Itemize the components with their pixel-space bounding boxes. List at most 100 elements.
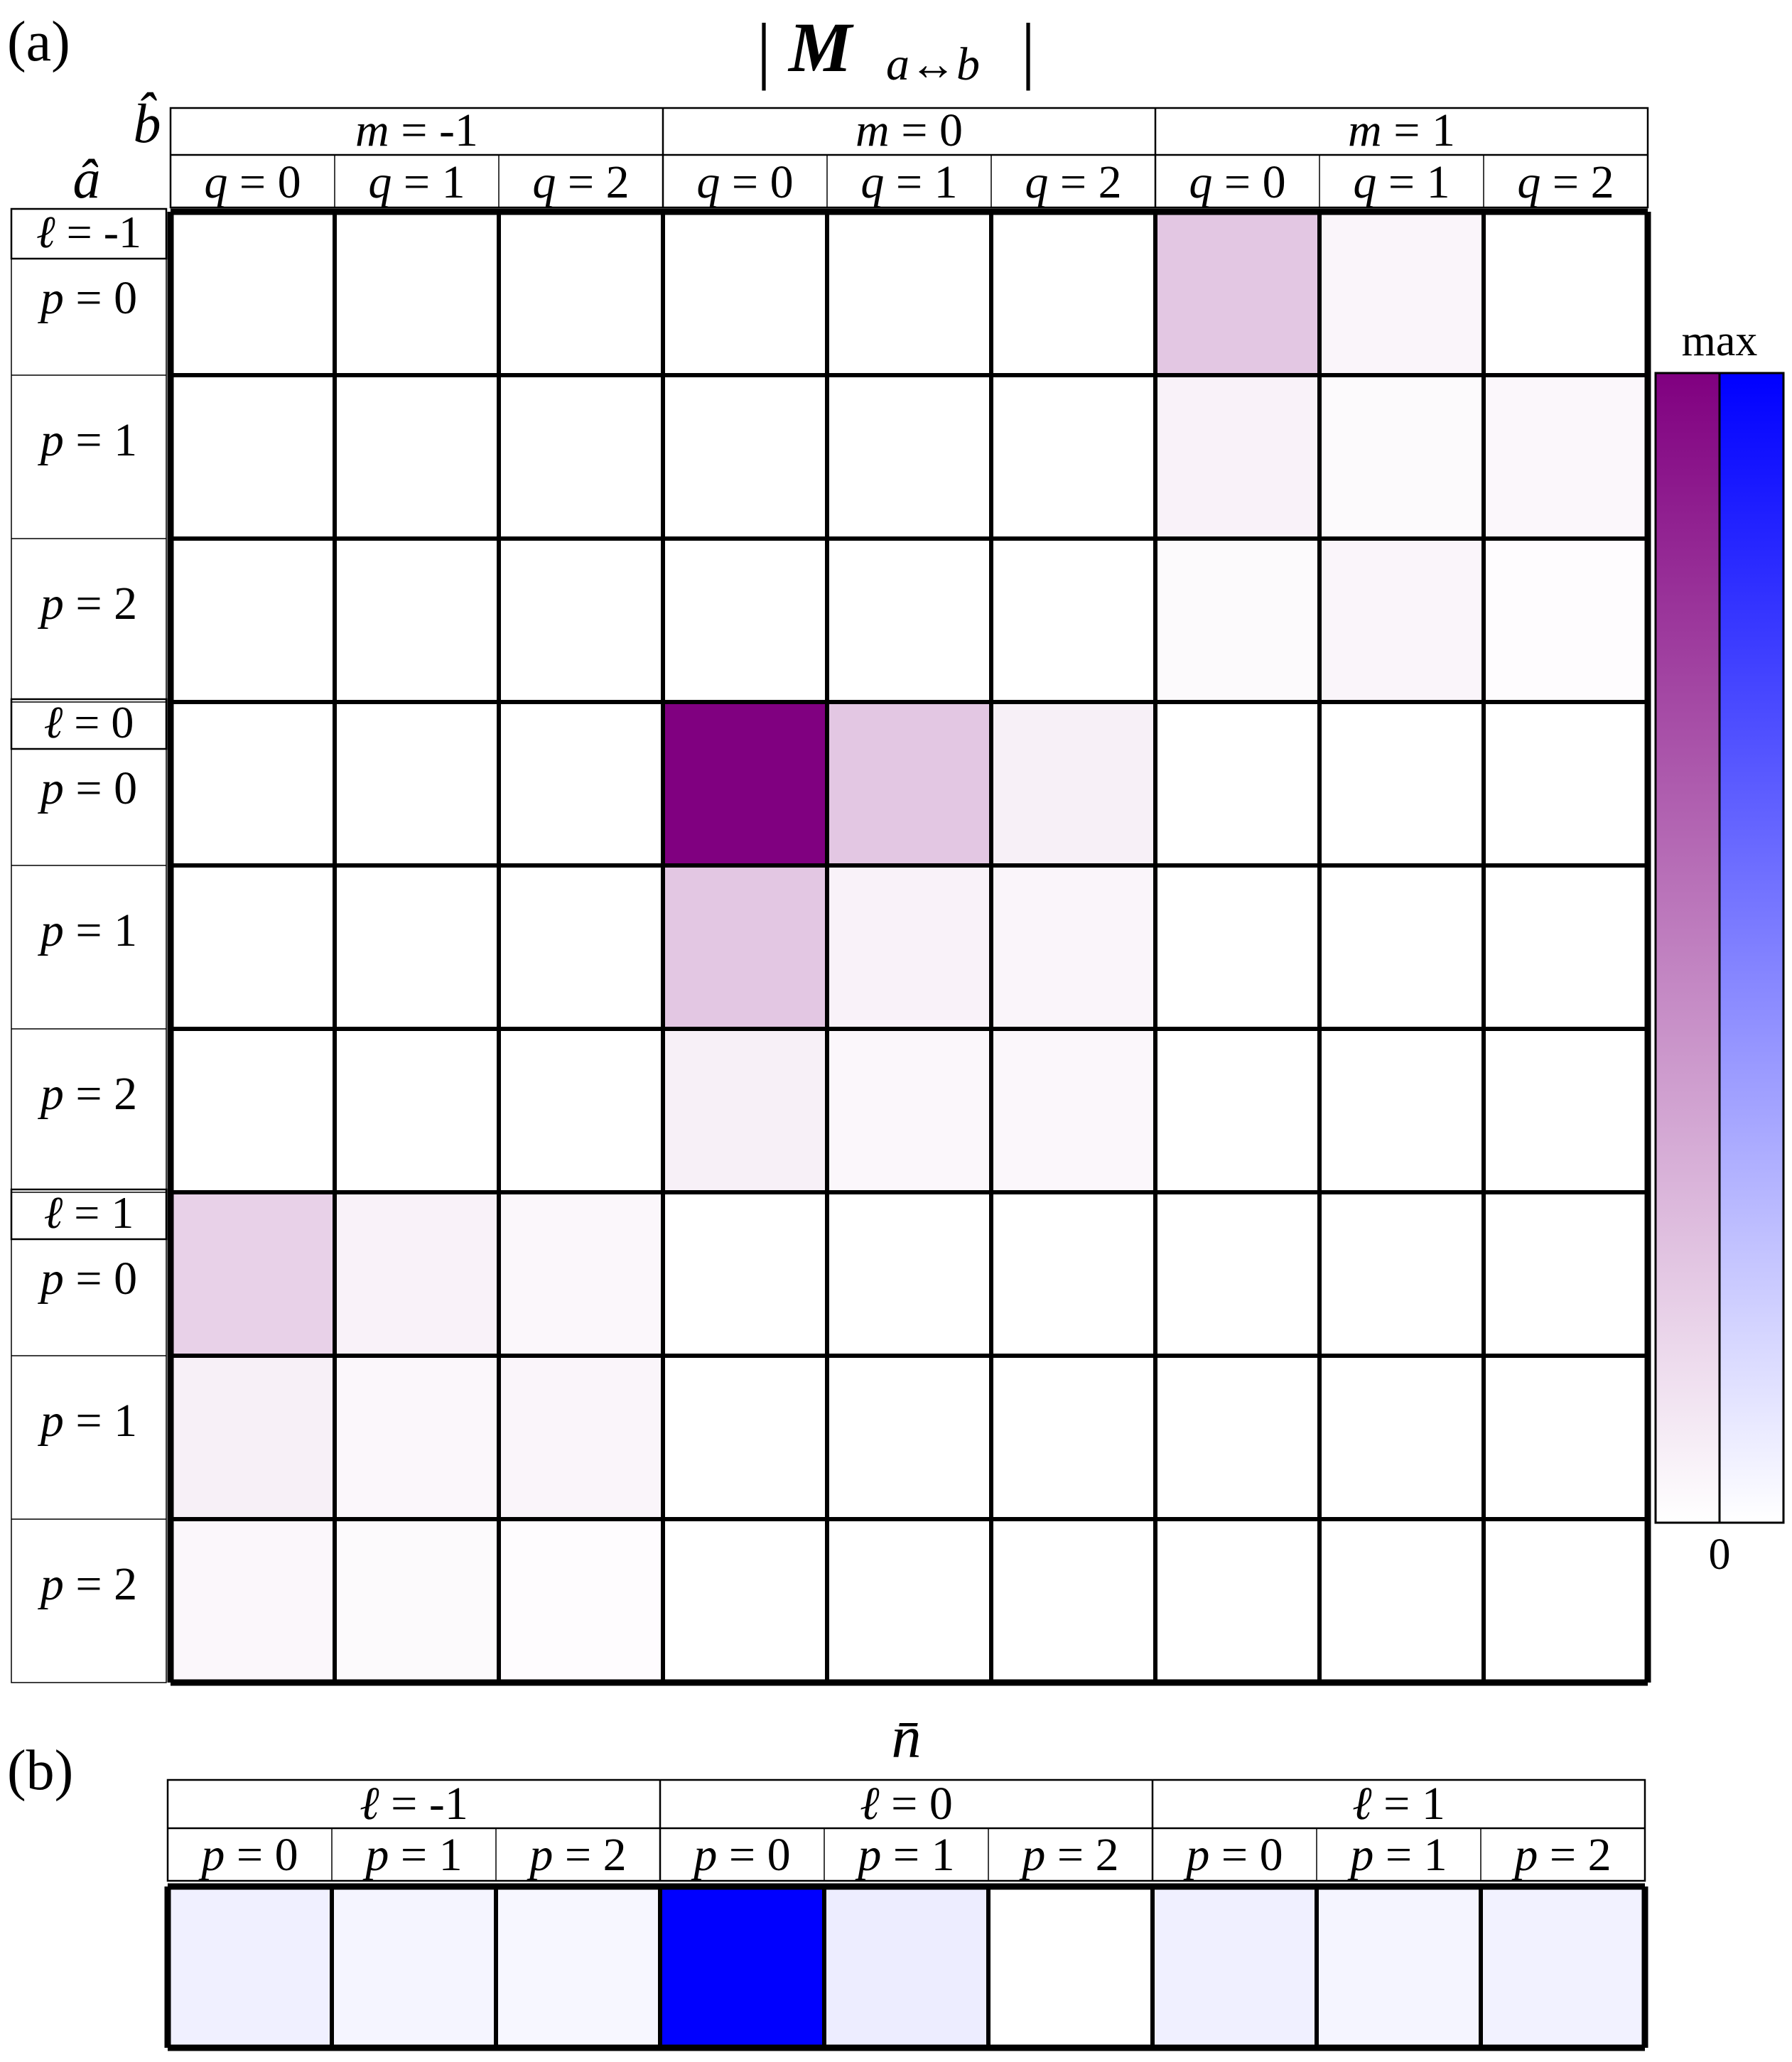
row-sub-label: p = 2 — [38, 1558, 137, 1610]
matrix-cell — [991, 1029, 1155, 1192]
matrix-cell — [827, 865, 991, 1029]
matrix-cell — [1155, 865, 1319, 1029]
panel-b-sub-label: p = 2 — [527, 1829, 626, 1881]
matrix-cell — [663, 1192, 827, 1356]
vector-cell — [1317, 1886, 1481, 2048]
matrix-cell — [827, 212, 991, 375]
matrix-cell — [991, 1192, 1155, 1356]
vector-cell — [824, 1886, 988, 2048]
matrix-cell — [1484, 865, 1648, 1029]
matrix-cell — [991, 539, 1155, 702]
matrix-cell — [335, 1192, 499, 1356]
matrix-cell — [499, 1029, 663, 1192]
matrix-cell — [335, 865, 499, 1029]
matrix-cell — [335, 539, 499, 702]
colorbar-min-label: 0 — [1709, 1531, 1731, 1579]
col-sub-label: q = 2 — [532, 156, 629, 208]
matrix-cell — [1319, 865, 1484, 1029]
row-sub-label: p = 1 — [38, 414, 137, 466]
matrix-cell — [663, 212, 827, 375]
matrix-cell — [1155, 539, 1319, 702]
matrix-cell — [991, 1519, 1155, 1683]
matrix-cell — [499, 375, 663, 539]
matrix-cell — [1319, 375, 1484, 539]
row-sub-label: p = 1 — [38, 905, 137, 956]
matrix-cell — [991, 1356, 1155, 1519]
title-bar-right: | — [1020, 8, 1035, 91]
row-sub-label: p = 1 — [38, 1395, 137, 1447]
matrix-cell — [663, 865, 827, 1029]
matrix-cell — [827, 1519, 991, 1683]
panel-b-group-label: ℓ = 0 — [860, 1778, 953, 1830]
grid-lines — [10, 107, 1785, 2051]
row-group-label: ℓ = 1 — [44, 1187, 134, 1238]
matrix-cell — [499, 1192, 663, 1356]
matrix-cell — [1155, 375, 1319, 539]
colorbar-max-label: max — [1682, 317, 1758, 365]
panel-b-group-label: ℓ = -1 — [360, 1778, 468, 1830]
matrix-cell — [663, 539, 827, 702]
matrix-cell — [1155, 212, 1319, 375]
panel-b-sub-label: p = 1 — [855, 1829, 954, 1881]
matrix-cell — [171, 1356, 335, 1519]
matrix-cell — [1484, 212, 1648, 375]
colorbar-gradient — [1656, 373, 1720, 1523]
matrix-cell — [171, 702, 335, 865]
cell-fills — [168, 212, 1783, 2048]
matrix-cell — [1155, 1029, 1319, 1192]
col-sub-label: q = 2 — [1025, 156, 1121, 208]
vector-cell — [168, 1886, 332, 2048]
row-sub-label: p = 0 — [38, 1253, 137, 1305]
matrix-cell — [827, 1192, 991, 1356]
row-sub-label: p = 0 — [38, 272, 137, 324]
matrix-cell — [991, 212, 1155, 375]
matrix-cell — [827, 1029, 991, 1192]
matrix-cell — [171, 1519, 335, 1683]
matrix-cell — [1319, 1029, 1484, 1192]
matrix-cell — [335, 1356, 499, 1519]
matrix-cell — [663, 1519, 827, 1683]
matrix-cell — [171, 212, 335, 375]
col-sub-label: q = 1 — [1353, 156, 1450, 208]
matrix-cell — [1319, 1356, 1484, 1519]
matrix-cell — [1484, 702, 1648, 865]
panel-b-sub-label: p = 2 — [1019, 1829, 1118, 1881]
matrix-cell — [1319, 212, 1484, 375]
row-sub-label: p = 0 — [38, 762, 137, 814]
col-sub-label: q = 0 — [696, 156, 793, 208]
panel-b-sub-label: p = 0 — [691, 1829, 790, 1881]
vector-cell — [332, 1886, 496, 2048]
matrix-cell — [1484, 375, 1648, 539]
title-bar-left: | — [756, 8, 771, 91]
row-sub-label: p = 2 — [38, 1068, 137, 1120]
matrix-cell — [499, 1356, 663, 1519]
panel-b-sub-label: p = 0 — [198, 1829, 298, 1881]
colorbar-gradient — [1720, 373, 1783, 1523]
matrix-cell — [827, 702, 991, 865]
panel-b-header-frame — [166, 1778, 1646, 1882]
vector-cell — [660, 1886, 824, 2048]
matrix-cell — [1319, 702, 1484, 865]
matrix-cell — [335, 1519, 499, 1683]
panel-b-sub-label: p = 1 — [362, 1829, 462, 1881]
panel-b-group-label: ℓ = 1 — [1352, 1778, 1445, 1830]
matrix-cell — [1155, 1356, 1319, 1519]
matrix-cell — [335, 702, 499, 865]
matrix-cell — [1484, 1519, 1648, 1683]
col-group-label: m = 1 — [1348, 104, 1455, 156]
vector-cell — [496, 1886, 660, 2048]
vector-cell — [1481, 1886, 1645, 2048]
matrix-cell — [499, 212, 663, 375]
matrix-cell — [663, 1356, 827, 1519]
matrix-cell — [1319, 539, 1484, 702]
row-group-box — [10, 698, 168, 750]
matrix-cell — [1319, 1519, 1484, 1683]
chart-title: M — [787, 8, 854, 87]
col-sub-label: q = 0 — [1189, 156, 1285, 208]
col-group-label: m = 0 — [855, 104, 963, 156]
col-sub-label: q = 0 — [204, 156, 301, 208]
matrix-cell — [827, 375, 991, 539]
matrix-cell — [1484, 1029, 1648, 1192]
matrix-cell — [499, 539, 663, 702]
